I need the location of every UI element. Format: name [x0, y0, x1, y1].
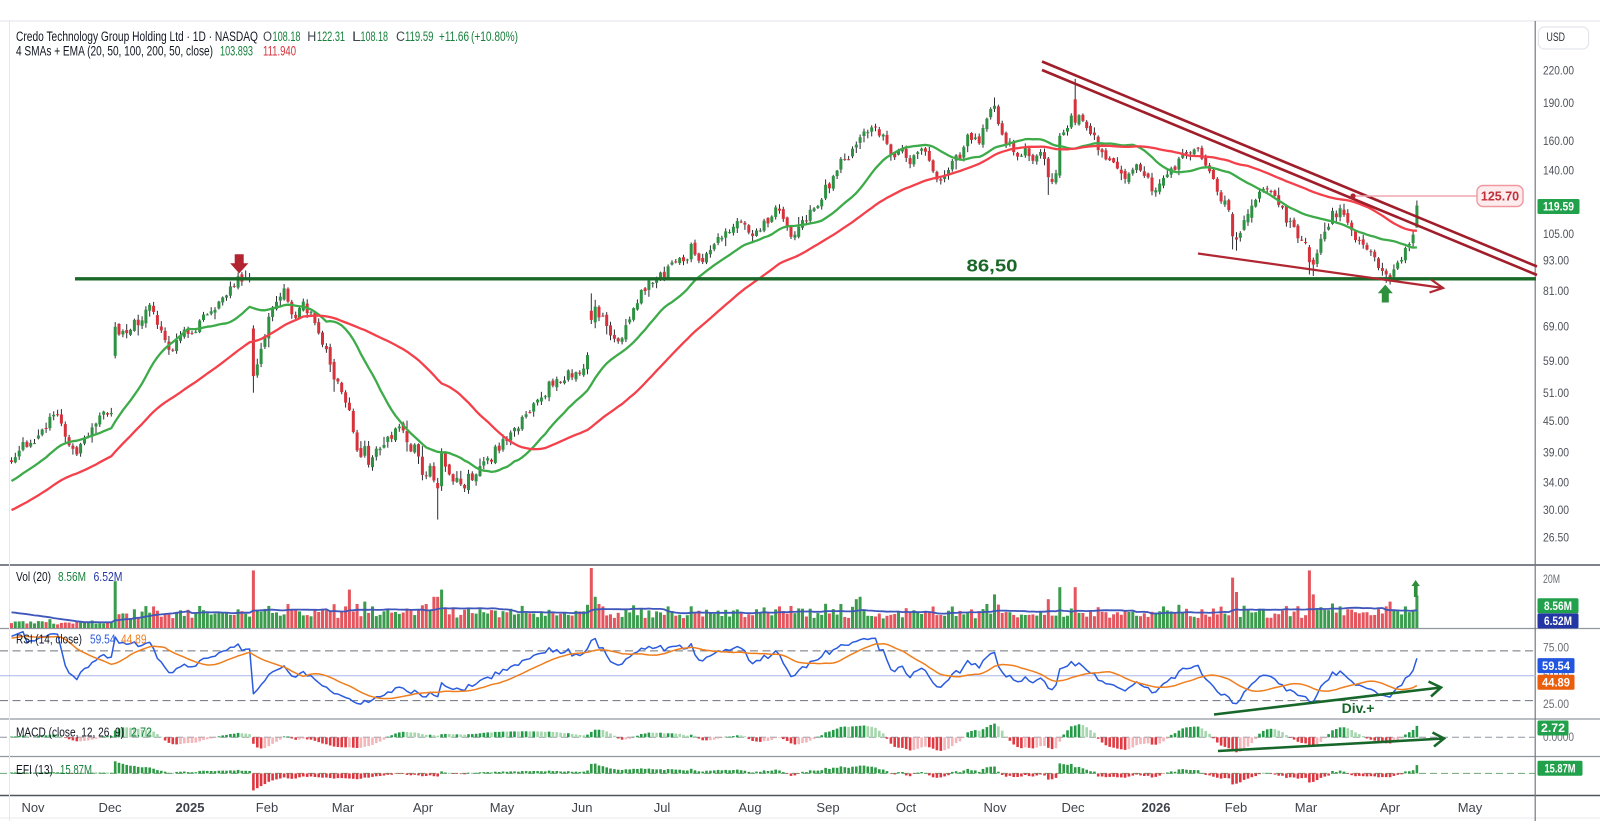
svg-text:Apr: Apr	[413, 800, 434, 815]
svg-text:103.893: 103.893	[220, 44, 253, 59]
svg-text:Feb: Feb	[1225, 800, 1247, 815]
svg-text:2026: 2026	[1142, 800, 1171, 815]
svg-text:May: May	[490, 800, 515, 815]
svg-text:6.52M: 6.52M	[94, 569, 123, 584]
svg-text:Feb: Feb	[256, 800, 278, 815]
svg-text:Jul: Jul	[654, 800, 671, 815]
svg-text:Nov: Nov	[983, 800, 1007, 815]
svg-text:119.59: 119.59	[405, 29, 434, 44]
svg-text:2.72: 2.72	[131, 725, 152, 740]
svg-text:108.18: 108.18	[273, 29, 301, 44]
svg-text:51.00: 51.00	[1543, 386, 1569, 400]
svg-text:4 SMAs + EMA (20, 50, 100, 200: 4 SMAs + EMA (20, 50, 100, 200, 50, clos…	[16, 44, 213, 59]
svg-text:May: May	[1458, 800, 1483, 815]
svg-text:20M: 20M	[1543, 572, 1560, 586]
svg-text:Credo Technology Group Holding: Credo Technology Group Holding Ltd · 1D …	[16, 29, 258, 44]
svg-text:Vol (20): Vol (20)	[16, 569, 51, 584]
svg-text:30.00: 30.00	[1543, 503, 1569, 517]
svg-text:RSI (14, close): RSI (14, close)	[16, 632, 82, 647]
svg-text:105.00: 105.00	[1543, 227, 1574, 241]
svg-text:O: O	[263, 29, 272, 44]
svg-text:26.50: 26.50	[1543, 531, 1569, 545]
svg-text:8.56M: 8.56M	[58, 569, 86, 584]
svg-text:111.940: 111.940	[263, 44, 296, 59]
svg-text:Div.+: Div.+	[1342, 700, 1375, 716]
svg-text:EFI (13): EFI (13)	[16, 762, 53, 777]
svg-text:H: H	[307, 29, 316, 44]
svg-text:Mar: Mar	[1295, 800, 1318, 815]
svg-text:Aug: Aug	[738, 800, 761, 815]
svg-text:MACD (close, 12, 26, 9): MACD (close, 12, 26, 9)	[16, 725, 124, 740]
svg-text:190.00: 190.00	[1543, 96, 1574, 110]
svg-text:75.00: 75.00	[1543, 640, 1569, 654]
svg-text:34.00: 34.00	[1543, 476, 1569, 490]
svg-text:59.54: 59.54	[1542, 661, 1571, 673]
svg-text:86,50: 86,50	[967, 256, 1018, 276]
svg-text:(+10.80%): (+10.80%)	[471, 29, 518, 44]
svg-text:25.00: 25.00	[1543, 697, 1569, 711]
svg-text:122.31: 122.31	[317, 29, 345, 44]
svg-text:C: C	[396, 29, 405, 44]
svg-text:45.00: 45.00	[1543, 414, 1569, 428]
svg-text:Apr: Apr	[1380, 800, 1401, 815]
svg-text:220.00: 220.00	[1543, 64, 1574, 78]
svg-text:Mar: Mar	[332, 800, 355, 815]
svg-text:Dec: Dec	[98, 800, 122, 815]
svg-text:81.00: 81.00	[1543, 284, 1569, 298]
svg-text:140.00: 140.00	[1543, 163, 1574, 177]
svg-text:119.59: 119.59	[1543, 202, 1574, 214]
svg-text:125.70: 125.70	[1481, 190, 1519, 204]
svg-text:15.87M: 15.87M	[60, 762, 92, 777]
svg-text:USD: USD	[1547, 30, 1566, 44]
svg-text:Sep: Sep	[816, 800, 839, 815]
svg-text:2025: 2025	[176, 800, 205, 815]
svg-text:Oct: Oct	[896, 800, 917, 815]
svg-text:44.89: 44.89	[121, 632, 147, 647]
svg-text:59.54: 59.54	[90, 632, 116, 647]
svg-text:69.00: 69.00	[1543, 319, 1569, 333]
svg-text:Dec: Dec	[1061, 800, 1085, 815]
svg-text:44.89: 44.89	[1542, 678, 1570, 690]
svg-text:39.00: 39.00	[1543, 445, 1569, 459]
svg-text:59.00: 59.00	[1543, 354, 1569, 368]
svg-text:6.52M: 6.52M	[1544, 616, 1572, 628]
svg-text:160.00: 160.00	[1543, 134, 1574, 148]
svg-text:Jun: Jun	[572, 800, 593, 815]
svg-text:93.00: 93.00	[1543, 254, 1569, 268]
svg-text:108.18: 108.18	[361, 29, 389, 44]
svg-text:15.87M: 15.87M	[1545, 764, 1576, 776]
svg-text:L: L	[352, 29, 362, 44]
svg-text:2.72: 2.72	[1541, 723, 1565, 735]
svg-text:+11.66: +11.66	[439, 29, 469, 44]
svg-text:Nov: Nov	[21, 800, 45, 815]
svg-text:8.56M: 8.56M	[1544, 601, 1572, 613]
